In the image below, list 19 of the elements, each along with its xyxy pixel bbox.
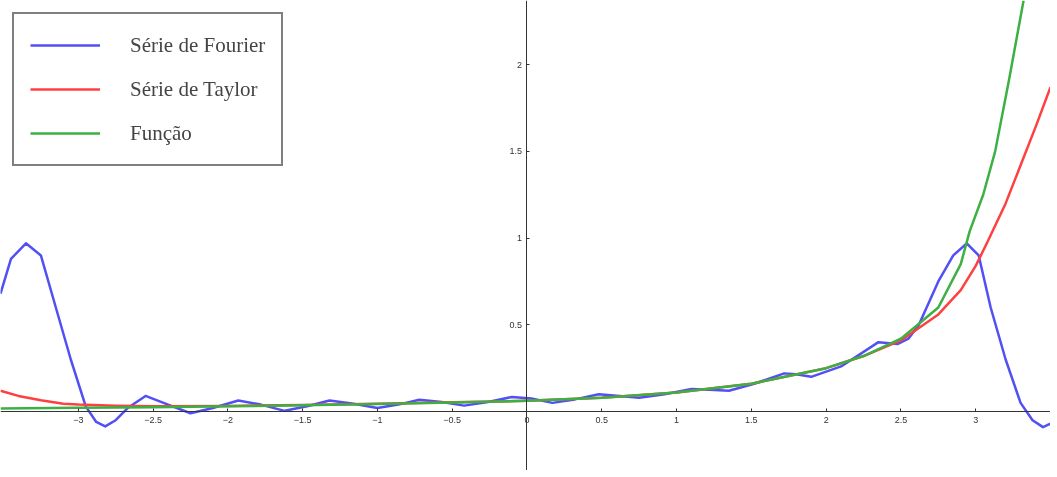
y-tick-label: 1.5 [509, 146, 522, 157]
x-tick-label: −1.5 [293, 414, 312, 425]
x-tick-label: −3 [73, 414, 84, 425]
legend-label: Série de Fourier [130, 32, 266, 58]
x-tick-label: −2 [222, 414, 233, 425]
x-tick-label: 1 [674, 414, 680, 425]
y-tick-label: 2 [516, 59, 523, 70]
x-tick-label: 2 [823, 414, 829, 425]
x-tick-label: 0.5 [595, 414, 609, 425]
x-tick-label: −2.5 [144, 414, 162, 425]
x-tick-label: 3 [973, 414, 979, 425]
y-tick-label: 0.5 [509, 319, 522, 330]
x-tick-label: −1 [372, 414, 383, 425]
legend-label: Série de Taylor [130, 76, 258, 102]
x-tick-label: 1.5 [745, 414, 758, 425]
legend-label: Função [130, 120, 192, 146]
x-tick-label: 2.5 [894, 414, 908, 425]
x-tick-label: −0.5 [443, 414, 462, 425]
y-tick-label: 1 [516, 233, 523, 244]
